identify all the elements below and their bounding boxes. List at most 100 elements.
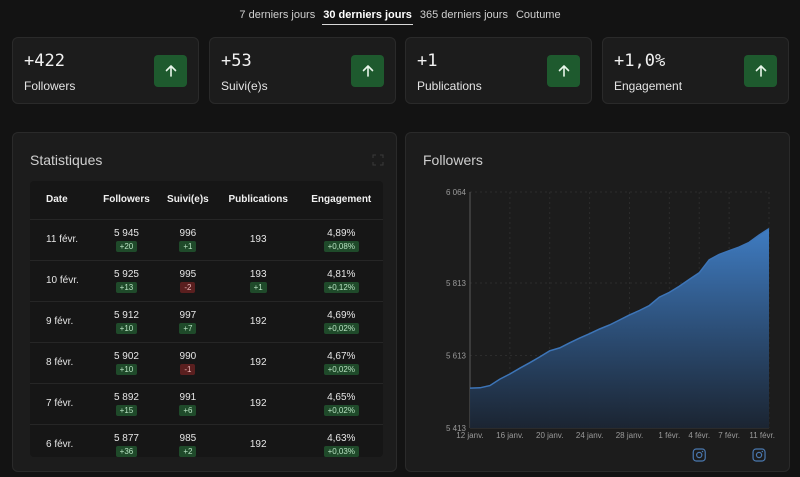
engagement-card-label: Engagement bbox=[614, 79, 683, 93]
followers-cell-value: 5 912 bbox=[113, 310, 139, 321]
followers-cell-delta-badge: +10 bbox=[115, 323, 138, 334]
following-cell-delta-badge: +6 bbox=[179, 405, 197, 416]
engagement-cell: 4,63% +0,03% bbox=[299, 423, 383, 457]
publications-cell: 192 bbox=[216, 382, 300, 424]
followers-cell-delta-badge: +36 bbox=[115, 446, 138, 457]
followers-card-label: Followers bbox=[24, 79, 76, 93]
engagement-card-value: +1,0% bbox=[614, 51, 666, 71]
engagement-cell-value: 4,89% bbox=[327, 228, 356, 239]
instagram-icon[interactable] bbox=[692, 448, 706, 462]
publications-cell-value: 192 bbox=[249, 316, 267, 327]
x-tick-label: 24 janv. bbox=[576, 431, 603, 440]
followers-cell: 5 925 +13 bbox=[94, 259, 159, 301]
following-cell-value: 990 bbox=[179, 351, 197, 362]
followers-area bbox=[470, 228, 769, 428]
publications-cell-value: 192 bbox=[249, 439, 267, 451]
statistics-title: Statistiques bbox=[30, 152, 103, 168]
engagement-cell: 4,65% +0,02% bbox=[299, 382, 383, 424]
followers-cell: 5 892 +15 bbox=[94, 382, 159, 424]
following-cell-delta-badge: -1 bbox=[180, 364, 196, 375]
following-cell-delta-badge: +7 bbox=[179, 323, 197, 334]
followers-card-value: +422 bbox=[24, 51, 65, 71]
x-tick-label: 12 janv. bbox=[456, 431, 483, 440]
following-card-label: Suivi(e)s bbox=[221, 79, 268, 93]
engagement-cell: 4,89% +0,08% bbox=[299, 218, 383, 260]
followers-cell: 5 945 +20 bbox=[94, 218, 159, 260]
followers-chart: 5 413 5 613 5 813 6 064 12 janv. 16 janv. 20 j… bbox=[423, 181, 775, 463]
table-row: 8 févr. 5 902 +10 990 -1 192 4,67% +0,02% bbox=[30, 341, 383, 383]
following-cell-delta-badge: +2 bbox=[179, 446, 197, 457]
tab-30-days[interactable]: 30 derniers jours bbox=[322, 8, 413, 25]
publications-cell-value: 192 bbox=[249, 357, 267, 368]
engagement-cell-delta-badge: +0,02% bbox=[323, 323, 359, 334]
column-header-followers: Followers bbox=[103, 194, 150, 206]
date-cell-value: 8 févr. bbox=[46, 357, 74, 368]
following-cell: 996 +1 bbox=[158, 218, 217, 260]
publications-card-value: +1 bbox=[417, 51, 438, 71]
table-row: 9 févr. 5 912 +10 997 +7 192 4,69% +0,02% bbox=[30, 300, 383, 342]
arrow-up-icon bbox=[547, 55, 580, 87]
following-cell-value: 995 bbox=[179, 269, 197, 280]
followers-chart-panel: Followers 5 413 5 613 5 813 6 064 12 janv. 16… bbox=[405, 132, 790, 472]
table-row: 10 févr. 5 925 +13 995 -2 193 +1 4,81% +0,12% bbox=[30, 259, 383, 301]
date-cell: 8 févr. bbox=[30, 341, 94, 383]
followers-cell-delta-badge: +13 bbox=[115, 282, 138, 293]
engagement-cell-value: 4,69% bbox=[327, 310, 356, 321]
followers-cell: 5 877 +36 bbox=[94, 423, 159, 457]
publications-card-label: Publications bbox=[417, 79, 482, 93]
publications-cell: 193 +1 bbox=[216, 259, 300, 301]
table-row: 6 févr. 5 877 +36 985 +2 192 4,63% +0,03% bbox=[30, 423, 383, 457]
publications-cell: 192 bbox=[216, 341, 300, 383]
following-cell: 985 +2 bbox=[158, 423, 217, 457]
tab-custom[interactable]: Coutume bbox=[515, 9, 561, 21]
date-cell-value: 6 févr. bbox=[46, 439, 74, 451]
following-cell-value: 997 bbox=[179, 310, 197, 321]
engagement-cell-delta-badge: +0,08% bbox=[323, 241, 359, 252]
followers-cell: 5 902 +10 bbox=[94, 341, 159, 383]
date-cell: 9 févr. bbox=[30, 300, 94, 342]
table-header-row: Date Followers Suivi(e)s Publications En… bbox=[30, 181, 383, 219]
publications-cell: 193 bbox=[216, 218, 300, 260]
followers-cell-value: 5 925 bbox=[113, 269, 139, 280]
tab-7-days[interactable]: 7 derniers jours bbox=[239, 9, 316, 21]
publications-card: +1 Publications bbox=[405, 37, 592, 104]
followers-cell-delta-badge: +20 bbox=[115, 241, 138, 252]
following-cell: 991 +6 bbox=[158, 382, 217, 424]
following-cell-delta-badge: +1 bbox=[179, 241, 197, 252]
date-cell-value: 11 févr. bbox=[46, 234, 79, 245]
engagement-cell-value: 4,81% bbox=[327, 269, 356, 280]
followers-cell-delta-badge: +10 bbox=[115, 364, 138, 375]
y-tick-label: 6 064 bbox=[446, 188, 467, 197]
table-row: 7 févr. 5 892 +15 991 +6 192 4,65% +0,02% bbox=[30, 382, 383, 424]
x-tick-label: 28 janv. bbox=[616, 431, 643, 440]
x-tick-label: 11 févr. bbox=[749, 431, 775, 440]
engagement-cell: 4,69% +0,02% bbox=[299, 300, 383, 342]
engagement-cell-value: 4,63% bbox=[327, 433, 356, 445]
instagram-icon[interactable] bbox=[752, 448, 766, 462]
x-tick-label: 16 janv. bbox=[496, 431, 523, 440]
engagement-cell-delta-badge: +0,03% bbox=[323, 446, 359, 457]
y-tick-label: 5 813 bbox=[446, 279, 467, 288]
x-tick-label: 4 févr. bbox=[688, 431, 710, 440]
engagement-card: +1,0% Engagement bbox=[602, 37, 789, 104]
following-cell-value: 991 bbox=[179, 392, 197, 403]
x-tick-label: 7 févr. bbox=[718, 431, 740, 440]
y-tick-label: 5 413 bbox=[446, 424, 467, 433]
engagement-cell-value: 4,67% bbox=[327, 351, 356, 362]
following-cell: 997 +7 bbox=[158, 300, 217, 342]
column-header-engagement: Engagement bbox=[311, 194, 372, 206]
column-header-date: Date bbox=[46, 194, 68, 206]
engagement-cell-delta-badge: +0,02% bbox=[323, 364, 359, 375]
y-tick-label: 5 613 bbox=[446, 351, 467, 360]
following-cell: 995 -2 bbox=[158, 259, 217, 301]
arrow-up-icon bbox=[154, 55, 187, 87]
table-row: 11 févr. 5 945 +20 996 +1 193 4,89% +0,08% bbox=[30, 218, 383, 260]
tab-365-days[interactable]: 365 derniers jours bbox=[419, 9, 508, 21]
followers-cell: 5 912 +10 bbox=[94, 300, 159, 342]
following-cell-value: 985 bbox=[179, 433, 197, 445]
arrow-up-icon bbox=[351, 55, 384, 87]
drag-handle-icon[interactable] bbox=[372, 153, 384, 166]
date-cell: 6 févr. bbox=[30, 423, 94, 457]
following-cell-value: 996 bbox=[179, 228, 197, 239]
publications-cell-value: 193 bbox=[249, 234, 267, 245]
